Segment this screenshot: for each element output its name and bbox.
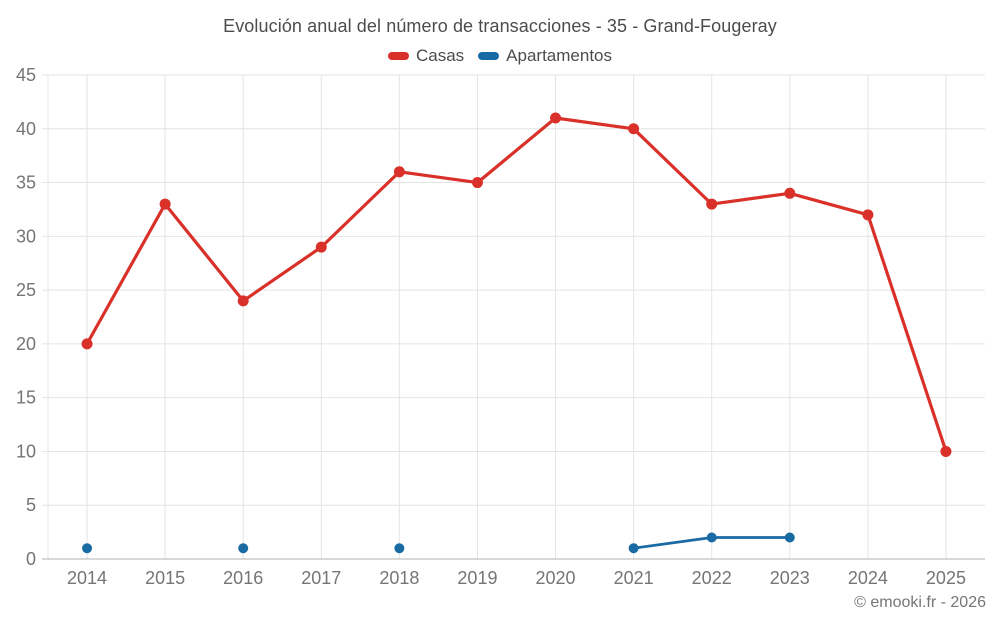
y-axis-tick-label: 40 — [16, 119, 36, 139]
apartamentos-data-point[interactable] — [628, 543, 639, 554]
footer-credit: © emooki.fr - 2026 — [854, 594, 986, 611]
casas-data-point[interactable] — [940, 445, 952, 457]
legend-item-casas[interactable]: Casas — [387, 46, 465, 66]
casas-data-point[interactable] — [550, 112, 562, 124]
legend-item-apartamentos[interactable]: Apartamentos — [478, 46, 612, 66]
y-axis-tick-label: 20 — [16, 334, 36, 354]
x-axis-tick-label: 2015 — [145, 568, 185, 588]
y-axis-tick-label: 0 — [26, 549, 36, 569]
y-axis-tick-label: 10 — [16, 441, 36, 461]
x-axis-tick-label: 2021 — [614, 568, 654, 588]
casas-data-point[interactable] — [237, 295, 249, 307]
apartamentos-data-point[interactable] — [238, 543, 249, 554]
x-axis-tick-label: 2022 — [692, 568, 732, 588]
x-axis-tick-label: 2020 — [536, 568, 576, 588]
apartamentos-data-point[interactable] — [706, 532, 717, 543]
legend-label-casas: Casas — [415, 46, 465, 65]
y-axis-tick-label: 45 — [16, 65, 36, 85]
x-axis-tick-label: 2018 — [379, 568, 419, 588]
apartamentos-series-swatch-icon — [478, 52, 500, 60]
casas-data-point[interactable] — [471, 177, 483, 189]
y-axis-tick-label: 25 — [16, 280, 36, 300]
legend: Casas Apartamentos — [0, 46, 1000, 66]
y-axis-tick-label: 15 — [16, 388, 36, 408]
casas-data-point[interactable] — [315, 241, 327, 253]
chart-title: Evolución anual del número de transaccio… — [223, 16, 777, 36]
x-axis-tick-label: 2014 — [67, 568, 107, 588]
x-axis-tick-label: 2023 — [770, 568, 810, 588]
casas-series-swatch-icon — [387, 52, 409, 60]
apartamentos-data-point[interactable] — [82, 543, 93, 554]
casas-data-point[interactable] — [706, 198, 718, 210]
casas-data-point[interactable] — [81, 338, 93, 350]
casas-data-point[interactable] — [393, 166, 405, 178]
x-axis-tick-label: 2016 — [223, 568, 263, 588]
casas-data-point[interactable] — [159, 198, 171, 210]
x-axis-tick-label: 2017 — [301, 568, 341, 588]
casas-series-line — [85, 116, 948, 453]
casas-data-point[interactable] — [784, 187, 796, 199]
casas-data-point[interactable] — [862, 209, 874, 221]
y-axis-tick-label: 30 — [16, 226, 36, 246]
y-axis-tick-label: 35 — [16, 173, 36, 193]
y-axis-tick-label: 5 — [26, 495, 36, 515]
legend-label-apartamentos: Apartamentos — [506, 46, 613, 65]
apartamentos-data-point[interactable] — [394, 543, 405, 554]
x-axis-tick-label: 2025 — [926, 568, 966, 588]
x-axis-tick-label: 2024 — [848, 568, 888, 588]
x-axis-tick-label: 2019 — [457, 568, 497, 588]
apartamentos-data-point[interactable] — [784, 532, 795, 543]
casas-data-point[interactable] — [628, 123, 640, 135]
